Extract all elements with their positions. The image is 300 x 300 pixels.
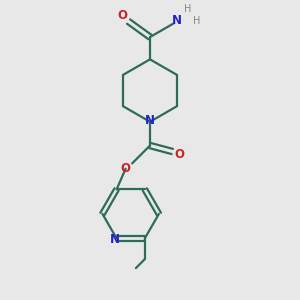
Text: N: N — [145, 114, 155, 128]
Text: N: N — [172, 14, 182, 27]
Text: O: O — [117, 9, 127, 22]
Text: O: O — [121, 162, 130, 175]
Text: O: O — [175, 148, 185, 161]
Text: H: H — [193, 16, 200, 26]
Text: N: N — [110, 233, 120, 246]
Text: H: H — [184, 4, 192, 14]
